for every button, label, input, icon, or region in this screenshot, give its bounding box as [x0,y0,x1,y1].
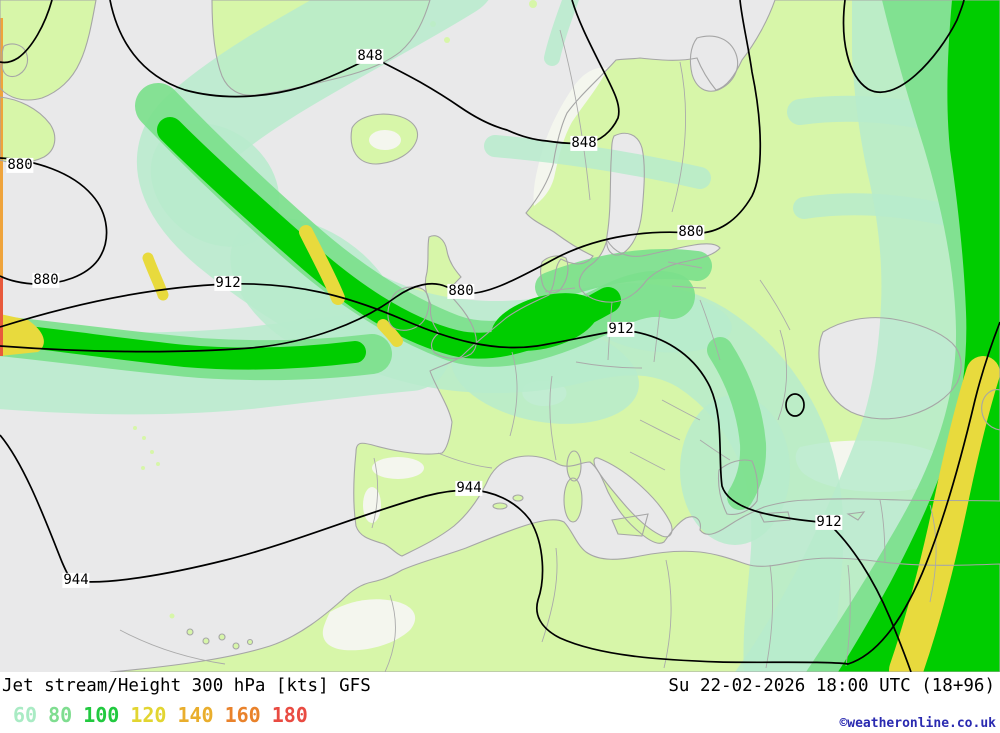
speed-scale: 60 80 100 120 140 160 180 [13,703,319,727]
contour-label-880: 880 [677,223,705,240]
scale-value-60: 60 [13,703,38,727]
contour-label-880: 880 [32,271,60,288]
map-title: Jet stream/Height 300 hPa [kts] GFS [2,676,371,696]
country-borders [119,29,937,672]
scale-value-120: 120 [130,703,167,727]
map-canvas [0,0,1000,672]
contour-848-corner [0,0,53,64]
legend-text-row: Jet stream/Height 300 hPa [kts] GFS Su 2… [0,676,1000,696]
contour-label-848: 848 [356,47,384,64]
contour-label-944: 944 [62,571,90,588]
valid-datetime: Su 22-02-2026 18:00 UTC (18+96) [668,676,995,696]
contour-944 [0,321,1000,665]
contour-848 [109,0,620,145]
contour-label-912: 912 [214,274,242,291]
contour-label-944: 944 [455,479,483,496]
contour-880-loop [0,157,108,285]
legend-bar: Jet stream/Height 300 hPa [kts] GFS Su 2… [0,672,1000,733]
scale-value-180: 180 [271,703,308,727]
coastlines [0,0,1000,672]
scale-value-140: 140 [177,703,214,727]
contour-label-880: 880 [6,156,34,173]
scale-value-100: 100 [83,703,120,727]
contour-label-880: 880 [447,282,475,299]
contour-label-848: 848 [570,134,598,151]
contour-closed-ring [785,393,805,417]
contour-label-912: 912 [815,513,843,530]
scale-value-80: 80 [48,703,73,727]
contour-880-ne [842,0,965,93]
copyright-watermark: ©weatheronline.co.uk [839,716,996,731]
contour-label-912: 912 [607,320,635,337]
contour-880 [0,0,762,353]
jet-edge-strip [0,18,3,356]
scale-value-160: 160 [224,703,261,727]
jetstream-map: 848 848 880 880 880 880 912 912 912 944 944 [0,0,1000,672]
